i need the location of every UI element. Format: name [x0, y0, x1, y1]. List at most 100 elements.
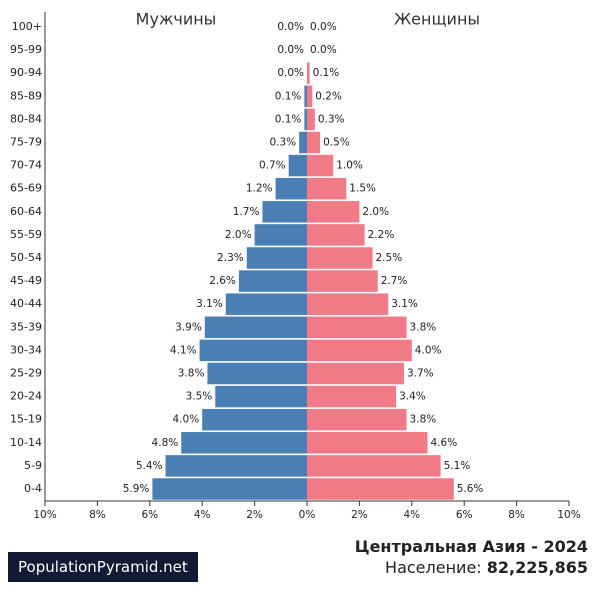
age-label: 55-59 [10, 228, 42, 241]
bar-male-15-19 [202, 408, 307, 431]
value-label-female: 3.1% [391, 298, 418, 310]
value-label-male: 2.3% [217, 252, 244, 264]
age-label: 10-14 [10, 436, 42, 449]
value-label-female: 0.1% [313, 67, 340, 79]
bar-male-50-54 [246, 247, 307, 269]
value-label-male: 0.0% [277, 21, 304, 33]
value-label-female: 0.5% [323, 137, 350, 149]
value-label-female: 0.3% [318, 113, 345, 125]
population-label: Население: [385, 558, 482, 577]
bar-male-40-44 [225, 293, 307, 315]
value-label-male: 3.5% [186, 391, 213, 403]
x-tick-label: 6% [456, 509, 473, 521]
bar-male-25-29 [207, 362, 307, 385]
value-label-female: 0.0% [310, 44, 337, 56]
age-label: 20-24 [10, 390, 42, 403]
age-label: 40-44 [10, 297, 42, 310]
value-label-male: 0.0% [277, 44, 304, 56]
age-label: 95-99 [10, 43, 42, 56]
age-label: 85-89 [10, 89, 42, 102]
x-tick-label: 6% [141, 509, 158, 521]
bar-female-5-9 [307, 455, 441, 477]
age-label: 30-34 [10, 343, 42, 356]
value-label-female: 1.5% [349, 183, 376, 195]
value-label-female: 2.5% [376, 252, 403, 264]
age-label: 45-49 [10, 274, 42, 287]
population-value: 82,225,865 [486, 558, 588, 577]
bar-male-65-69 [275, 177, 307, 200]
value-label-male: 0.3% [269, 137, 296, 149]
value-label-male: 2.6% [209, 275, 236, 287]
bar-female-30-34 [307, 339, 412, 362]
age-label: 35-39 [10, 320, 42, 333]
x-tick-label: 8% [508, 509, 525, 521]
age-label: 25-29 [10, 367, 42, 380]
age-label: 90-94 [10, 66, 42, 79]
age-label: 65-69 [10, 182, 42, 195]
bar-female-90-94 [307, 62, 310, 84]
bar-female-75-79 [307, 131, 321, 154]
chart-title: Центральная Азия - 2024 [354, 537, 588, 556]
value-label-male: 5.4% [136, 460, 163, 472]
bar-male-80-84 [304, 108, 307, 131]
value-label-female: 3.8% [410, 414, 437, 426]
value-label-female: 4.0% [415, 344, 442, 356]
bar-male-20-24 [215, 385, 307, 408]
value-label-female: 3.8% [410, 321, 437, 333]
value-label-male: 0.1% [275, 113, 302, 125]
bar-female-25-29 [307, 362, 404, 385]
x-tick-label: 8% [89, 509, 106, 521]
value-label-female: 3.4% [399, 391, 426, 403]
bar-male-75-79 [299, 131, 307, 154]
x-tick-label: 10% [33, 509, 56, 521]
bar-female-50-54 [307, 247, 373, 269]
age-label: 60-64 [10, 205, 42, 218]
bar-female-10-14 [307, 432, 428, 454]
bar-male-85-89 [304, 85, 307, 108]
population-pyramid-chart: Мужчины Женщины 0-4 5.9% 5.6% 5-9 5.4% 5.1% 10-1… [10, 10, 581, 522]
value-label-male: 0.7% [259, 160, 286, 172]
value-label-male: 1.7% [233, 206, 260, 218]
bar-female-80-84 [307, 108, 315, 131]
bar-male-45-49 [238, 270, 307, 292]
value-label-female: 5.6% [457, 483, 484, 495]
value-label-male: 4.1% [170, 344, 197, 356]
x-tick-label: 0% [299, 509, 316, 521]
value-label-female: 5.1% [444, 460, 471, 472]
value-label-female: 0.0% [310, 21, 337, 33]
bar-male-10-14 [181, 432, 307, 454]
series-label-male: Мужчины [136, 10, 217, 29]
value-label-female: 1.0% [336, 160, 363, 172]
age-label: 5-9 [24, 459, 42, 472]
bar-female-20-24 [307, 385, 397, 408]
value-label-male: 5.9% [123, 483, 150, 495]
population-line: Население: 82,225,865 [385, 558, 588, 577]
value-label-male: 3.1% [196, 298, 223, 310]
age-label: 100+ [12, 20, 42, 33]
age-label: 15-19 [10, 413, 42, 426]
value-label-male: 1.2% [246, 183, 273, 195]
bar-female-70-74 [307, 154, 334, 177]
value-label-female: 2.7% [381, 275, 408, 287]
value-label-male: 3.9% [175, 321, 202, 333]
bar-male-0-4 [152, 478, 307, 500]
bar-male-35-39 [204, 316, 307, 339]
age-label: 75-79 [10, 136, 42, 149]
bar-female-35-39 [307, 316, 407, 339]
bar-female-0-4 [307, 478, 454, 500]
value-label-male: 4.0% [173, 414, 200, 426]
age-label: 0-4 [24, 482, 42, 495]
age-label: 50-54 [10, 251, 42, 264]
bar-female-60-64 [307, 201, 360, 223]
bar-female-85-89 [307, 85, 313, 108]
bar-female-15-19 [307, 408, 407, 431]
age-label: 80-84 [10, 112, 42, 125]
bar-male-30-34 [199, 339, 307, 362]
x-tick-label: 10% [557, 509, 580, 521]
value-label-female: 2.2% [368, 229, 395, 241]
value-label-male: 4.8% [152, 437, 179, 449]
x-tick-label: 4% [194, 509, 211, 521]
populationpyramid-logo[interactable]: PopulationPyramid.net [8, 552, 198, 582]
value-label-male: 3.8% [178, 368, 205, 380]
bar-female-40-44 [307, 293, 389, 315]
